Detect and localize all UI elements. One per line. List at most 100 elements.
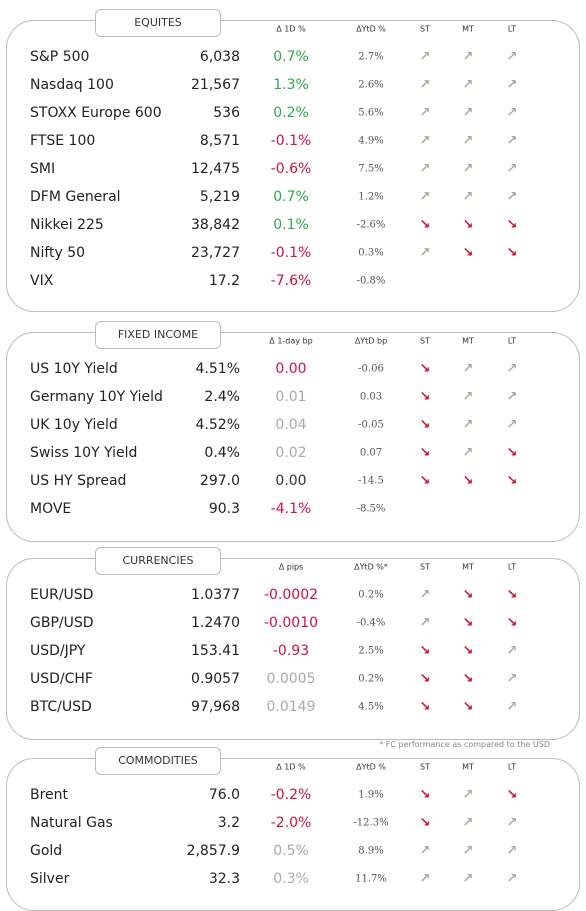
trend-arrow: ↗ bbox=[506, 77, 518, 93]
change-ytd: 4.9% bbox=[358, 135, 384, 147]
row-name: Nikkei 225 bbox=[30, 217, 104, 233]
change-ytd: 1.2% bbox=[358, 191, 384, 203]
trend-arrow: ↗ bbox=[506, 815, 518, 831]
row-value: 1.2470 bbox=[191, 615, 240, 631]
change-1d: -4.1% bbox=[270, 501, 312, 517]
trend-arrow: ↗ bbox=[419, 245, 431, 261]
trend-arrow: ↗ bbox=[419, 49, 431, 65]
trend-arrow: ↘ bbox=[419, 445, 431, 461]
trend-arrow: ↗ bbox=[506, 133, 518, 149]
trend-arrow: ↘ bbox=[419, 361, 431, 377]
change-ytd: 7.5% bbox=[358, 163, 384, 175]
trend-arrow: ↗ bbox=[506, 699, 518, 715]
trend-arrow: ↘ bbox=[419, 671, 431, 687]
trend-arrow: ↗ bbox=[462, 417, 474, 433]
row-value: 0.9057 bbox=[191, 671, 240, 687]
section-title: CURRENCIES bbox=[95, 547, 221, 575]
change-1d: -0.0010 bbox=[263, 615, 319, 631]
row-value: 6,038 bbox=[199, 49, 240, 65]
row-name: Nasdaq 100 bbox=[30, 77, 114, 93]
trend-arrow: ↗ bbox=[462, 445, 474, 461]
change-ytd: 11.7% bbox=[355, 873, 387, 885]
row-value: 4.52% bbox=[195, 417, 240, 433]
trend-arrow: ↗ bbox=[506, 161, 518, 177]
column-header: LT bbox=[507, 24, 517, 34]
row-name: GBP/USD bbox=[30, 615, 94, 631]
trend-arrow: ↗ bbox=[462, 787, 474, 803]
row-name: UK 10y Yield bbox=[30, 417, 118, 433]
section-box bbox=[6, 332, 580, 542]
change-1d: -0.0002 bbox=[263, 587, 319, 603]
change-ytd: -12.3% bbox=[353, 817, 389, 829]
column-header: MT bbox=[462, 24, 474, 34]
column-header: Δ pips bbox=[278, 562, 304, 572]
change-ytd: 0.3% bbox=[358, 247, 384, 259]
trend-arrow: ↘ bbox=[506, 587, 518, 603]
change-ytd: -0.4% bbox=[356, 617, 386, 629]
change-1d: 0.04 bbox=[275, 417, 307, 433]
change-ytd: 0.2% bbox=[358, 673, 384, 685]
change-1d: 0.5% bbox=[273, 843, 309, 859]
column-header: LT bbox=[507, 336, 517, 346]
trend-arrow: ↗ bbox=[506, 189, 518, 205]
trend-arrow: ↗ bbox=[419, 77, 431, 93]
trend-arrow: ↘ bbox=[462, 615, 474, 631]
row-value: 17.2 bbox=[208, 273, 240, 289]
row-name: BTC/USD bbox=[30, 699, 92, 715]
change-ytd: 2.5% bbox=[358, 645, 384, 657]
change-ytd: -14.5 bbox=[358, 475, 384, 487]
row-value: 1.0377 bbox=[191, 587, 240, 603]
trend-arrow: ↗ bbox=[506, 671, 518, 687]
change-ytd: 5.6% bbox=[358, 107, 384, 119]
change-1d: 0.2% bbox=[273, 105, 309, 121]
trend-arrow: ↘ bbox=[462, 643, 474, 659]
footnote: * FC performance as compared to the USD bbox=[379, 740, 550, 749]
trend-arrow: ↘ bbox=[462, 587, 474, 603]
row-name: Germany 10Y Yield bbox=[30, 389, 163, 405]
row-value: 21,567 bbox=[191, 77, 240, 93]
change-ytd: 0.2% bbox=[358, 589, 384, 601]
trend-arrow: ↗ bbox=[506, 843, 518, 859]
section-title: EQUITES bbox=[95, 9, 221, 37]
trend-arrow: ↗ bbox=[462, 815, 474, 831]
row-value: 0.4% bbox=[204, 445, 240, 461]
change-ytd: 2.7% bbox=[358, 51, 384, 63]
column-header: ST bbox=[420, 562, 430, 572]
row-value: 5,219 bbox=[199, 189, 240, 205]
change-1d: 0.00 bbox=[275, 361, 307, 377]
trend-arrow: ↗ bbox=[506, 361, 518, 377]
column-header: MT bbox=[462, 762, 474, 772]
row-value: 12,475 bbox=[191, 161, 240, 177]
row-value: 8,571 bbox=[199, 133, 240, 149]
trend-arrow: ↗ bbox=[462, 105, 474, 121]
trend-arrow: ↗ bbox=[462, 189, 474, 205]
change-1d: 1.3% bbox=[273, 77, 309, 93]
trend-arrow: ↗ bbox=[462, 871, 474, 887]
column-header: ΔYtD %* bbox=[354, 562, 388, 572]
trend-arrow: ↗ bbox=[506, 643, 518, 659]
column-header: ΔYtD % bbox=[356, 762, 386, 772]
row-value: 153.41 bbox=[191, 643, 240, 659]
trend-arrow: ↘ bbox=[419, 643, 431, 659]
row-name: EUR/USD bbox=[30, 587, 94, 603]
row-value: 2.4% bbox=[204, 389, 240, 405]
trend-arrow: ↘ bbox=[462, 217, 474, 233]
change-ytd: 1.9% bbox=[358, 789, 384, 801]
trend-arrow: ↘ bbox=[506, 217, 518, 233]
row-value: 536 bbox=[213, 105, 240, 121]
trend-arrow: ↘ bbox=[506, 245, 518, 261]
column-header: Δ 1D % bbox=[276, 24, 306, 34]
change-1d: 0.00 bbox=[275, 473, 307, 489]
row-name: Brent bbox=[30, 787, 69, 803]
trend-arrow: ↗ bbox=[419, 587, 431, 603]
trend-arrow: ↗ bbox=[419, 189, 431, 205]
change-ytd: -8.5% bbox=[356, 503, 386, 515]
row-name: DFM General bbox=[30, 189, 121, 205]
row-value: 297.0 bbox=[199, 473, 240, 489]
row-value: 90.3 bbox=[208, 501, 240, 517]
change-1d: 0.0149 bbox=[266, 699, 316, 715]
change-ytd: 0.07 bbox=[359, 447, 383, 459]
change-1d: -0.2% bbox=[270, 787, 312, 803]
trend-arrow: ↘ bbox=[419, 815, 431, 831]
trend-arrow: ↘ bbox=[419, 389, 431, 405]
